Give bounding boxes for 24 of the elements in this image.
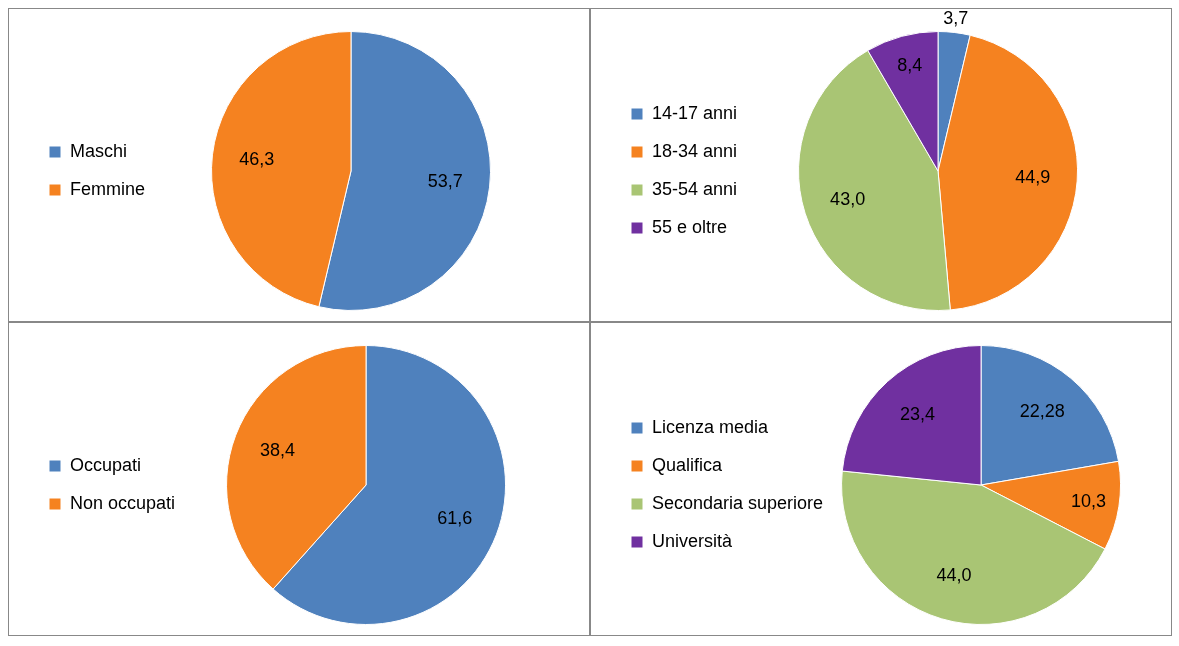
data-label: 3,7 <box>943 7 969 28</box>
legend-label: Maschi <box>70 140 128 161</box>
data-label: 23,4 <box>899 403 935 424</box>
data-label: 38,4 <box>259 440 295 461</box>
legend-label: 35-54 anni <box>652 178 738 199</box>
legend-label: Università <box>652 530 734 551</box>
data-label: 44,9 <box>1015 166 1051 187</box>
legend-label: Non occupati <box>70 492 176 513</box>
data-label: 46,3 <box>239 148 275 169</box>
data-label: 61,6 <box>437 507 473 528</box>
data-label: 44,0 <box>936 564 972 585</box>
legend-label: 55 e oltre <box>652 216 728 237</box>
data-label: 43,0 <box>830 188 866 209</box>
legend-label: Qualifica <box>652 454 724 475</box>
data-label: 10,3 <box>1071 490 1107 511</box>
legend-label: Licenza media <box>652 416 770 437</box>
legend-label: Femmine <box>70 178 146 199</box>
data-label: 8,4 <box>897 54 923 75</box>
legend-label: 18-34 anni <box>652 140 738 161</box>
legend-label: Occupati <box>70 454 142 475</box>
legend-label: Secondaria superiore <box>652 492 824 513</box>
data-label: 53,7 <box>427 170 463 191</box>
data-label: 22,28 <box>1019 401 1065 422</box>
legend-label: 14-17 anni <box>652 102 738 123</box>
